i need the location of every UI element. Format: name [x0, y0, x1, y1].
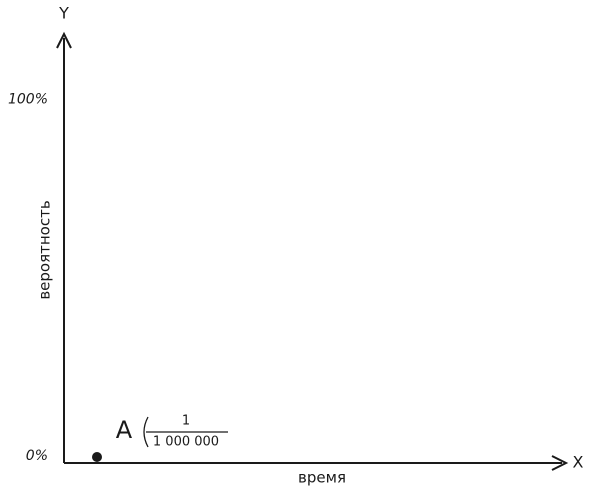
y-axis-symbol: Y [58, 4, 69, 23]
y-arrow [56, 31, 72, 49]
fraction-denominator: 1 000 000 [153, 434, 219, 449]
fraction-numerator: 1 [182, 413, 190, 428]
y-tick-label: 0% [26, 448, 48, 464]
point-label: A [116, 416, 133, 444]
y-tick-label: 100% [8, 91, 48, 107]
x-arrow [551, 455, 569, 471]
x-axis-label: время [298, 469, 346, 487]
point [92, 451, 102, 462]
y-axis-label: вероятность [36, 200, 54, 299]
paren-left [143, 416, 149, 448]
x-axis-symbol: X [573, 453, 584, 472]
